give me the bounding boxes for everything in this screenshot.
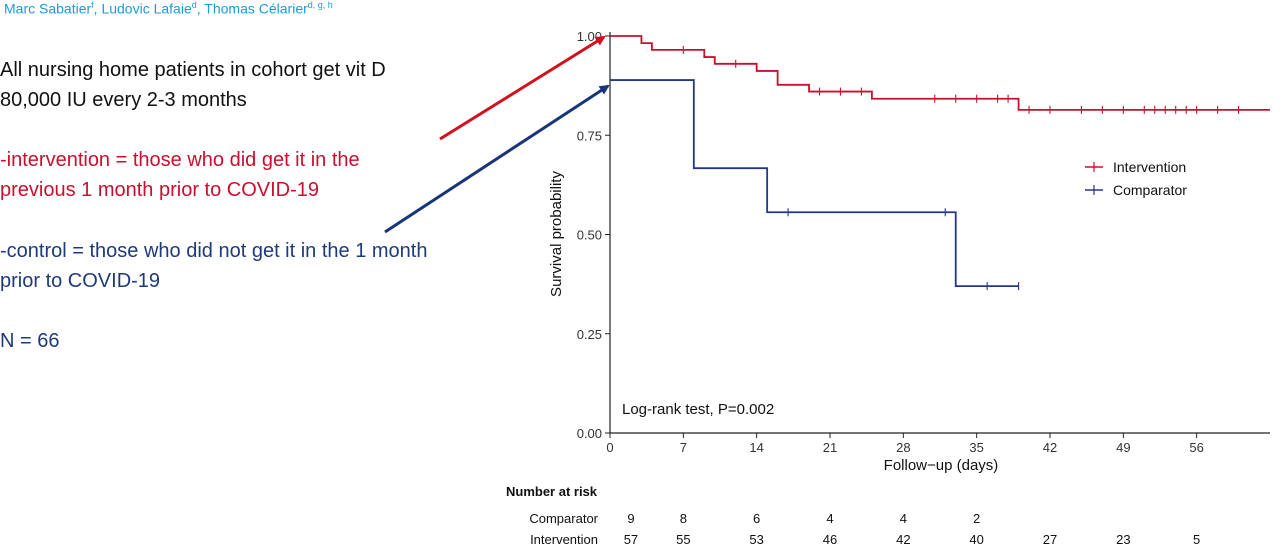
y-axis-label: Survival probability: [548, 171, 565, 297]
survival-curve-intervention: [610, 35, 1270, 111]
author-name: Thomas Célarier: [204, 0, 308, 17]
legend-label-comparator: Comparator: [1113, 182, 1187, 198]
risk-row-label-intervention: Intervention: [530, 532, 598, 547]
x-tick-label: 0: [606, 440, 613, 455]
bullet-control: -control = those who did not get it in t…: [0, 236, 427, 296]
bullet-text: -control = those who did not get it in t…: [0, 240, 428, 262]
arrow-to-intervention: [439, 35, 606, 141]
author-name: Ludovic Lafaie: [101, 0, 192, 17]
x-tick-label: 56: [1189, 440, 1203, 455]
y-tick-label: 0.75: [577, 128, 602, 143]
x-tick-label: 49: [1116, 440, 1130, 455]
risk-table-title: Number at risk: [506, 484, 598, 499]
x-tick-label: 21: [823, 440, 837, 455]
bullet-text: 80,000 IU every 2-3 months: [0, 89, 247, 111]
bullet-text: -intervention = those who did get it in …: [0, 149, 360, 171]
risk-row-label-comparator: Comparator: [529, 511, 598, 526]
risk-count-intervention: 27: [1043, 532, 1057, 547]
risk-count-comparator: 8: [680, 511, 687, 526]
bullet-intervention: -intervention = those who did get it in …: [0, 145, 360, 205]
risk-count-comparator: 4: [826, 511, 833, 526]
y-tick-label: 0.25: [577, 327, 602, 342]
y-tick-label: 0.00: [577, 426, 602, 441]
author-name: Marc Sabatier: [4, 0, 92, 17]
risk-count-intervention: 40: [969, 532, 983, 547]
risk-count-comparator: 9: [627, 511, 634, 526]
risk-count-intervention: 46: [823, 532, 837, 547]
survival-curve-comparator: [610, 79, 1019, 288]
bullet-text: previous 1 month prior to COVID-19: [0, 179, 320, 201]
bullet-sample-size: N = 66: [0, 326, 59, 356]
risk-count-intervention: 57: [624, 532, 638, 547]
author-affiliation: f: [91, 0, 94, 10]
author-separator: ,: [93, 0, 102, 17]
arrow-to-comparator: [384, 84, 610, 234]
bullet-text: prior to COVID-19: [0, 270, 161, 292]
author-separator: ,: [196, 0, 205, 17]
risk-count-comparator: 4: [900, 511, 907, 526]
bullet-text: N = 66: [0, 330, 60, 352]
x-axis-label: Follow−up (days): [884, 457, 999, 474]
author-affiliation: d: [191, 0, 197, 10]
risk-count-intervention: 5: [1193, 532, 1200, 547]
x-tick-label: 14: [749, 440, 763, 455]
legend-label-intervention: Intervention: [1113, 159, 1186, 175]
risk-count-intervention: 42: [896, 532, 910, 547]
risk-count-intervention: 23: [1116, 532, 1130, 547]
author-affiliation: d, g, h: [307, 0, 333, 10]
risk-count-intervention: 55: [676, 532, 690, 547]
x-tick-label: 35: [969, 440, 983, 455]
logrank-annotation: Log-rank test, P=0.002: [622, 401, 774, 418]
risk-count-intervention: 53: [749, 532, 763, 547]
risk-count-comparator: 2: [973, 511, 980, 526]
x-tick-label: 28: [896, 440, 910, 455]
bullet-cohort: All nursing home patients in cohort get …: [0, 55, 386, 115]
x-tick-label: 7: [680, 440, 687, 455]
y-tick-label: 0.50: [577, 228, 602, 243]
author-list: Marc Sabatierf, Ludovic Lafaied, Thomas …: [4, 0, 333, 17]
x-tick-label: 42: [1043, 440, 1057, 455]
risk-count-comparator: 6: [753, 511, 760, 526]
bullet-text: All nursing home patients in cohort get …: [0, 59, 386, 81]
